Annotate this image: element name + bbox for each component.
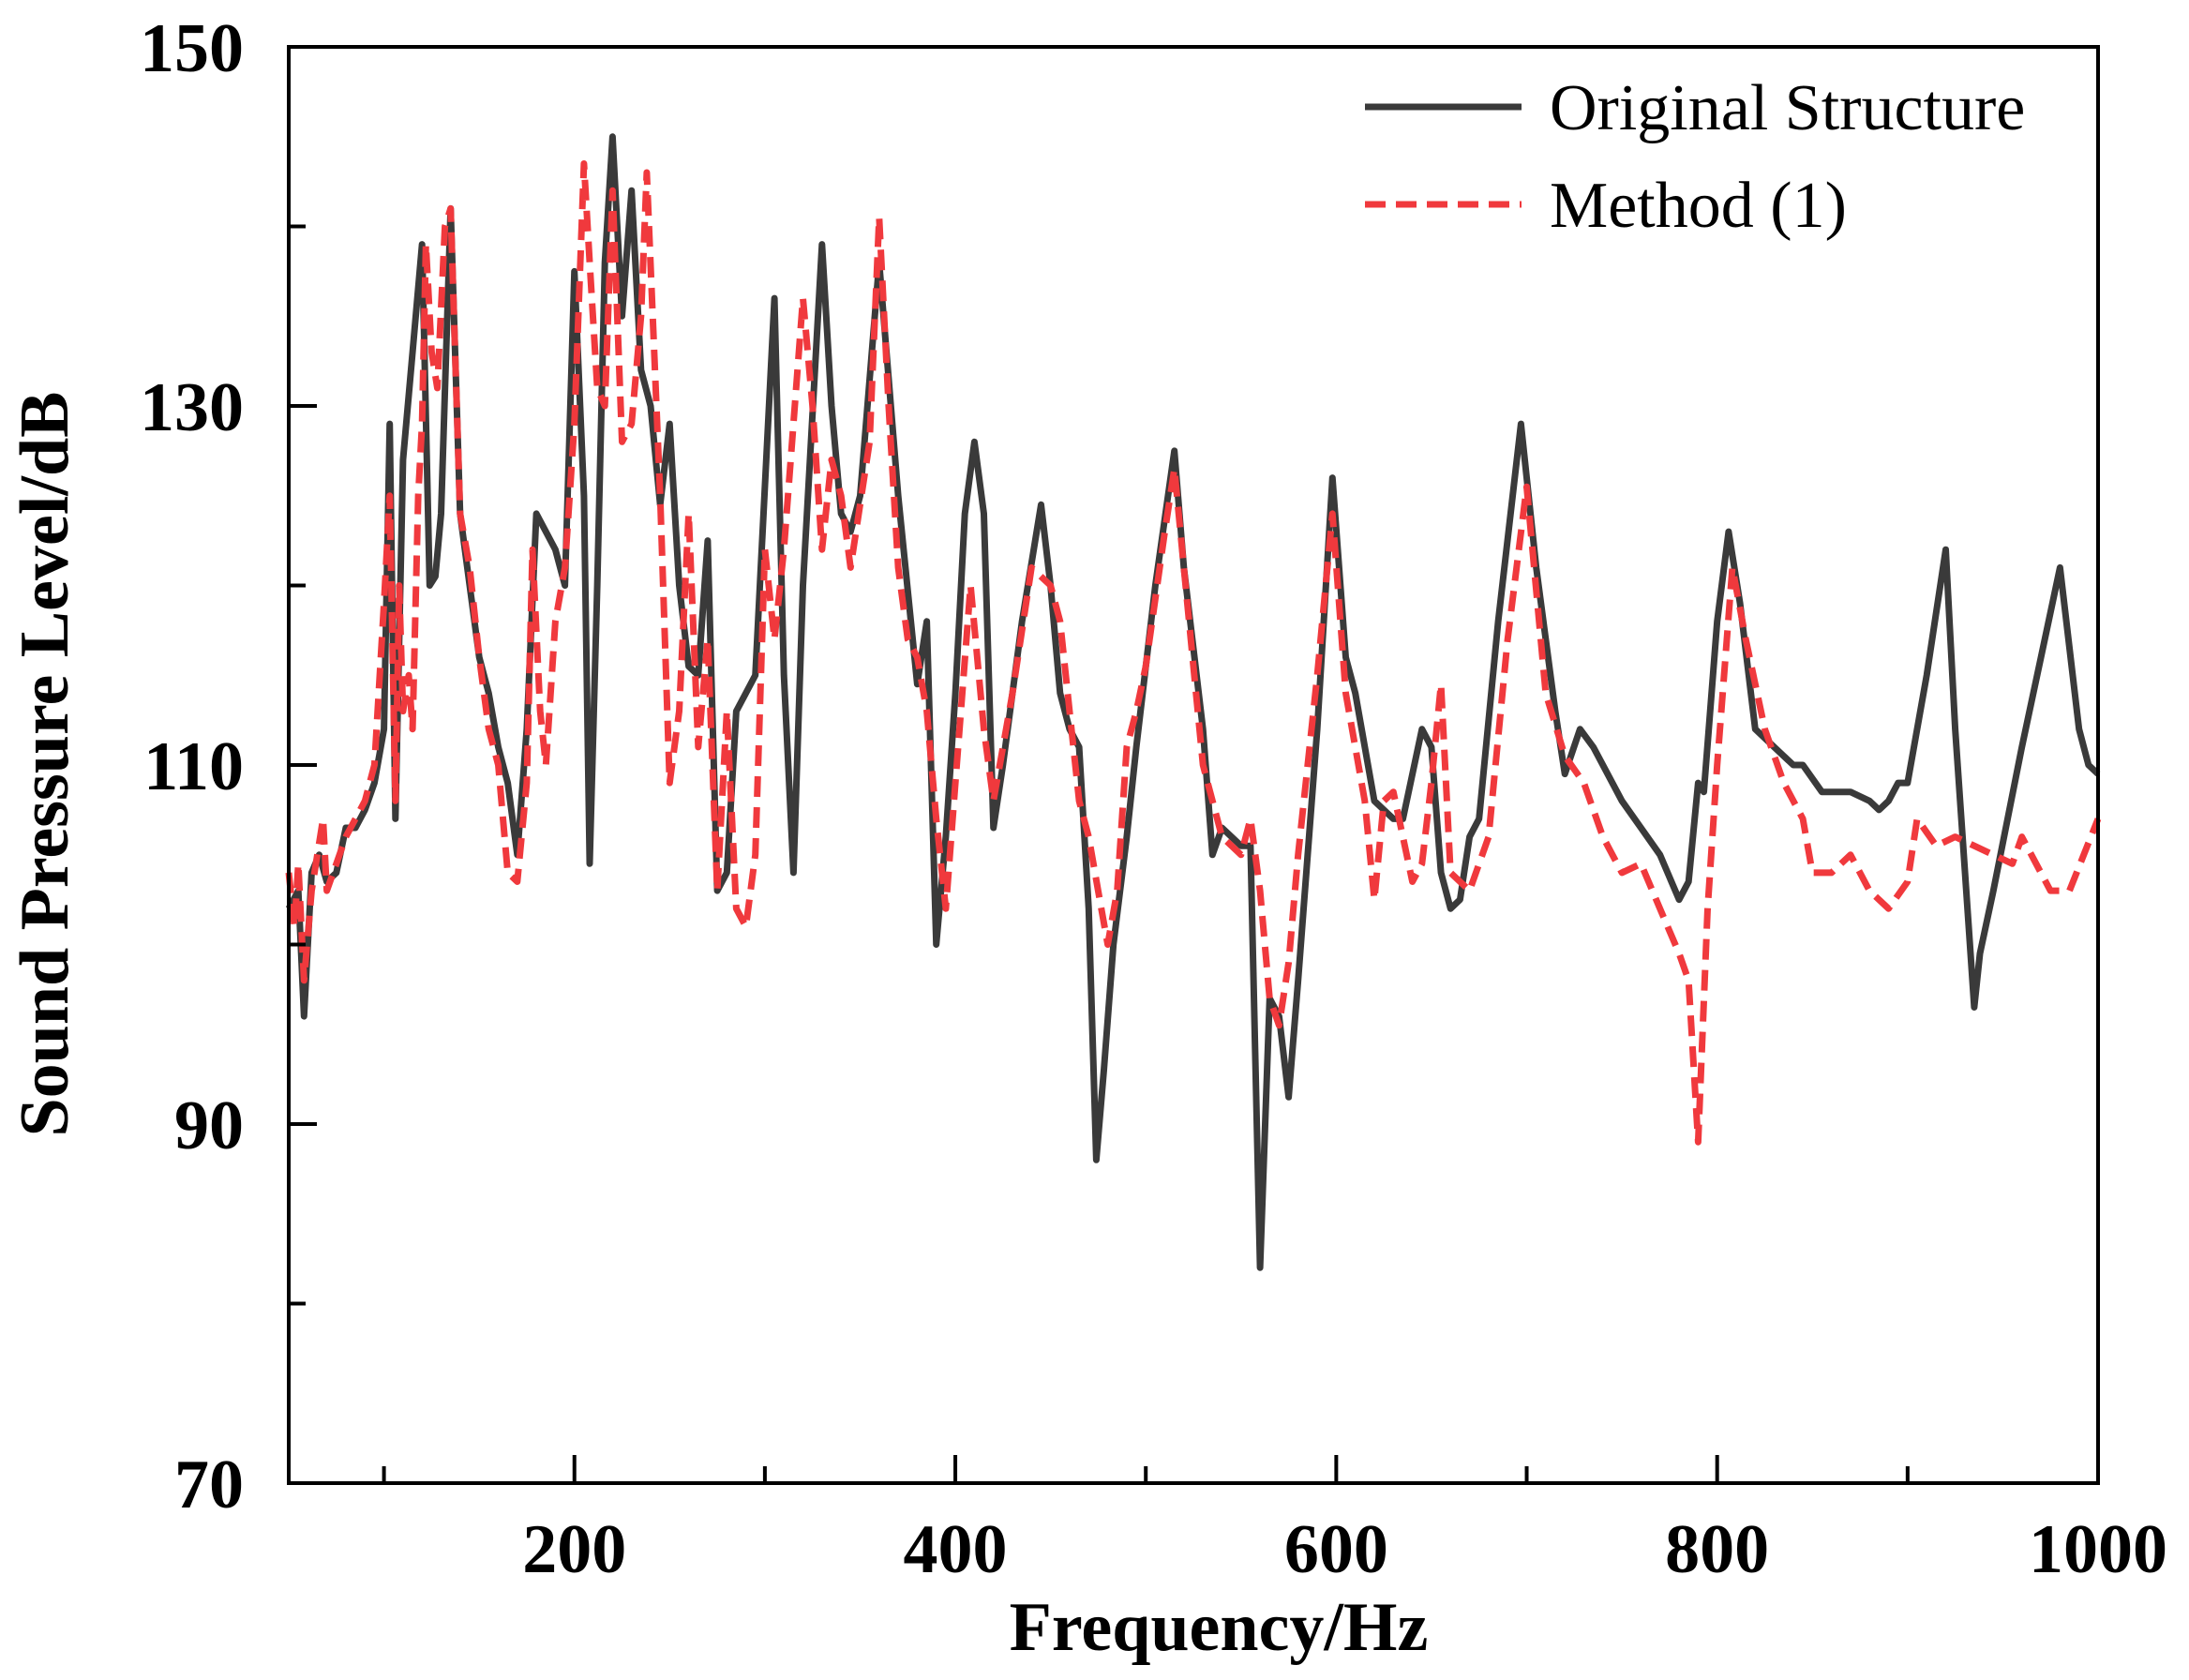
plot-frame — [287, 45, 2100, 1485]
x-tick-label: 600 — [1284, 1511, 1388, 1588]
x-tick-label: 200 — [522, 1511, 626, 1588]
x-tick-label: 1000 — [2029, 1511, 2167, 1588]
y-tick-label: 150 — [140, 10, 244, 87]
legend-label: Original Structure — [1550, 72, 2025, 144]
y-axis-label: Sound Pressure Level/dB — [7, 392, 83, 1137]
data-line — [285, 160, 2102, 1146]
x-axis-label: Frequency/Hz — [1010, 1589, 1429, 1666]
data-line — [285, 133, 2101, 1271]
y-tick-label: 110 — [143, 728, 244, 805]
legend-label: Method (1) — [1550, 170, 1847, 242]
y-tick-label: 130 — [140, 369, 244, 446]
x-tick-label: 400 — [904, 1511, 1008, 1588]
y-tick-label: 70 — [174, 1447, 244, 1523]
y-tick-label: 90 — [174, 1088, 244, 1164]
x-tick-label: 800 — [1665, 1511, 1769, 1588]
